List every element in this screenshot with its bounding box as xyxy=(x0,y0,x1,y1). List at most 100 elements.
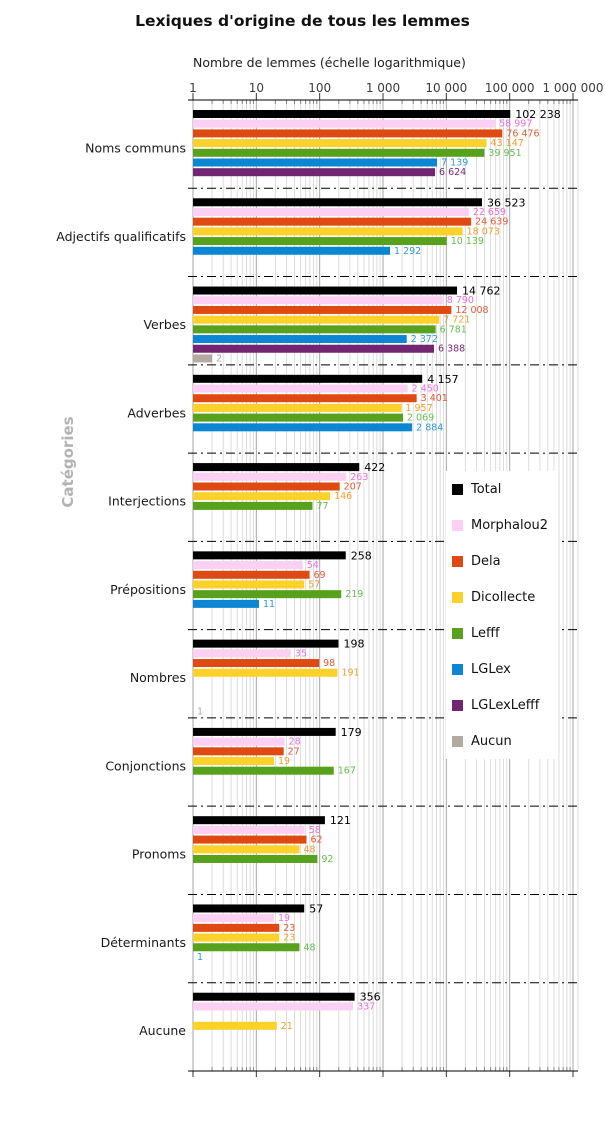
value-label: 7 139 xyxy=(441,158,468,169)
value-label: 198 xyxy=(343,638,364,651)
bar-lefff xyxy=(193,766,334,775)
value-label: 39 951 xyxy=(488,148,521,159)
legend-label: Morphalou2 xyxy=(471,517,549,533)
axis-tick-label: 1 000 xyxy=(366,81,400,95)
bar-total xyxy=(193,816,325,825)
bar-lefff xyxy=(193,854,318,863)
legend-item-lglexlefff: LGLexLefff xyxy=(446,687,558,723)
category-label: Aucune xyxy=(139,1023,186,1038)
value-label: 48 xyxy=(303,942,315,953)
bar-dela xyxy=(193,217,472,226)
value-label: 10 139 xyxy=(451,236,484,247)
bar-total xyxy=(193,110,511,118)
bar-morphalou2 xyxy=(193,296,443,305)
legend-item-dicollecte: Dicollecte xyxy=(446,579,558,615)
legend-label: Lefff xyxy=(471,625,500,641)
category-label: Conjonctions xyxy=(105,758,186,773)
value-label: 179 xyxy=(341,726,362,739)
value-label: 263 xyxy=(350,472,368,483)
bar-total xyxy=(193,463,360,472)
bar-total xyxy=(193,551,346,560)
value-label: 36 523 xyxy=(487,196,525,209)
bar-morphalou2 xyxy=(193,649,291,658)
bar-lefff xyxy=(193,148,485,157)
legend-item-total: Total xyxy=(446,471,558,507)
value-label: 57 xyxy=(309,902,323,915)
bar-total xyxy=(193,992,355,1001)
bar-dela xyxy=(193,394,417,403)
bar-dicollecte xyxy=(193,668,338,677)
bar-lglex xyxy=(193,246,391,255)
axis-tick-label: 10 xyxy=(249,81,264,95)
value-label: 58 xyxy=(309,825,321,836)
legend-label: Total xyxy=(471,481,502,497)
bar-total xyxy=(193,727,336,736)
legend-swatch xyxy=(452,591,463,603)
legend-label: LGLex xyxy=(471,661,511,677)
value-label: 11 xyxy=(263,599,275,610)
bar-dela xyxy=(193,923,280,932)
bar-dela xyxy=(193,747,284,756)
bar-dicollecte xyxy=(193,139,487,148)
value-label: 58 997 xyxy=(499,119,532,130)
value-label: 27 xyxy=(288,746,300,757)
x-axis-title: Nombre de lemmes (échelle logarithmique) xyxy=(193,55,466,70)
value-label: 92 xyxy=(321,854,333,865)
value-label: 6 388 xyxy=(438,344,465,355)
bar-total xyxy=(193,904,305,913)
value-label: 6 624 xyxy=(439,167,466,178)
legend-label: LGLexLefff xyxy=(471,697,540,713)
category-label: Verbes xyxy=(143,317,186,332)
category-label: Interjections xyxy=(108,494,186,509)
axis-tick-label: 1 xyxy=(189,81,197,95)
value-label: 57 xyxy=(308,579,320,590)
value-label: 23 xyxy=(283,923,295,934)
bar-aucun xyxy=(193,354,213,363)
value-label: 2 884 xyxy=(416,422,443,433)
value-label: 7 721 xyxy=(443,315,470,326)
category-label: Adjectifs qualificatifs xyxy=(56,229,186,244)
value-label: 2 450 xyxy=(412,384,439,395)
bar-lglexlefff xyxy=(193,168,436,177)
legend-label: Dicollecte xyxy=(471,589,536,605)
category-label: Pronoms xyxy=(132,847,186,862)
bar-dicollecte xyxy=(193,757,274,766)
bar-lglex xyxy=(193,599,259,608)
value-label: 54 xyxy=(307,560,319,571)
bar-lglexlefff xyxy=(193,344,435,353)
axis-tick-label: 1 000 000 xyxy=(542,81,603,95)
bar-total xyxy=(193,286,458,295)
bar-dela xyxy=(193,482,340,491)
legend-swatch xyxy=(452,555,463,567)
legend-swatch xyxy=(452,699,463,711)
category-label: Nombres xyxy=(130,670,186,685)
bar-morphalou2 xyxy=(193,472,347,481)
value-label: 69 xyxy=(313,570,325,581)
bar-dicollecte xyxy=(193,1021,277,1030)
value-label: 337 xyxy=(357,1001,375,1012)
value-label: 18 073 xyxy=(467,226,500,237)
bar-lglex xyxy=(193,158,438,167)
category-label: Prépositions xyxy=(110,582,186,597)
legend-swatch xyxy=(452,519,463,531)
value-label: 1 292 xyxy=(394,246,421,257)
value-label: 48 xyxy=(303,844,315,855)
axis-tick-label: 10 000 xyxy=(425,81,467,95)
value-label: 22 659 xyxy=(473,207,506,218)
value-label: 1 xyxy=(197,707,203,718)
value-label: 76 476 xyxy=(506,128,539,139)
bar-dicollecte xyxy=(193,580,305,589)
bar-morphalou2 xyxy=(193,207,469,216)
axis-tick-label: 100 xyxy=(308,81,331,95)
bar-dicollecte xyxy=(193,227,463,236)
bar-morphalou2 xyxy=(193,1002,354,1011)
bar-dela xyxy=(193,570,310,579)
bar-morphalou2 xyxy=(193,825,305,834)
legend-item-lglex: LGLex xyxy=(446,651,558,687)
value-label: 28 xyxy=(289,737,301,748)
value-label: 191 xyxy=(341,668,359,679)
bar-total xyxy=(193,374,423,383)
axis-tick-label: 100 000 xyxy=(485,81,535,95)
bar-dicollecte xyxy=(193,403,402,412)
bar-dela xyxy=(193,835,307,844)
